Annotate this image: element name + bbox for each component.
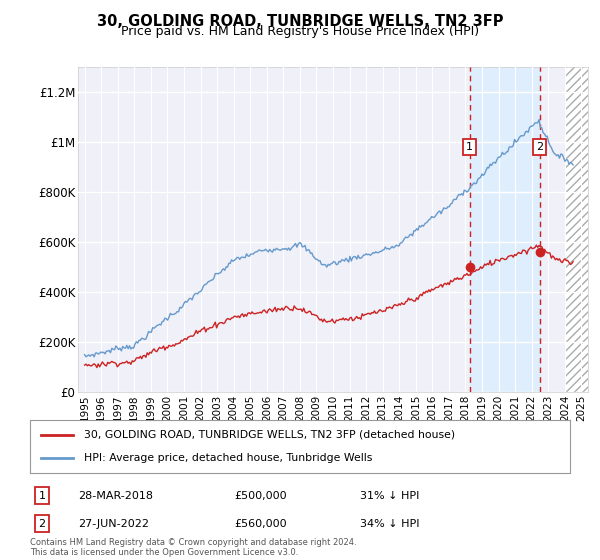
Text: Contains HM Land Registry data © Crown copyright and database right 2024.
This d: Contains HM Land Registry data © Crown c… [30, 538, 356, 557]
Text: 1: 1 [466, 142, 473, 152]
Text: 28-MAR-2018: 28-MAR-2018 [78, 491, 153, 501]
Text: 2: 2 [536, 142, 544, 152]
Text: 30, GOLDING ROAD, TUNBRIDGE WELLS, TN2 3FP: 30, GOLDING ROAD, TUNBRIDGE WELLS, TN2 3… [97, 14, 503, 29]
Bar [470, 67, 540, 392]
Bar [565, 67, 588, 392]
Text: HPI: Average price, detached house, Tunbridge Wells: HPI: Average price, detached house, Tunb… [84, 453, 373, 463]
Text: £500,000: £500,000 [234, 491, 287, 501]
Text: 30, GOLDING ROAD, TUNBRIDGE WELLS, TN2 3FP (detached house): 30, GOLDING ROAD, TUNBRIDGE WELLS, TN2 3… [84, 430, 455, 440]
Text: £560,000: £560,000 [234, 519, 287, 529]
Bar [565, 67, 588, 392]
Text: 31% ↓ HPI: 31% ↓ HPI [360, 491, 419, 501]
Text: 34% ↓ HPI: 34% ↓ HPI [360, 519, 419, 529]
Text: Price paid vs. HM Land Registry's House Price Index (HPI): Price paid vs. HM Land Registry's House … [121, 25, 479, 38]
Text: 2: 2 [38, 519, 46, 529]
Text: 27-JUN-2022: 27-JUN-2022 [78, 519, 149, 529]
Text: 1: 1 [38, 491, 46, 501]
